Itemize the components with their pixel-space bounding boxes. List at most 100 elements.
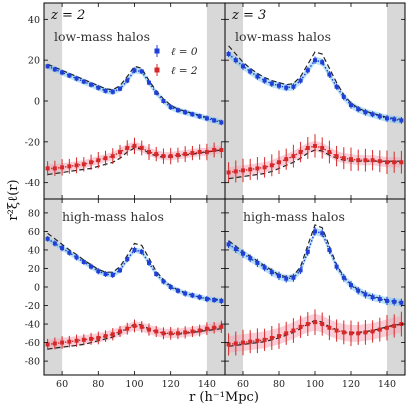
y-tick-label: 0 [34,283,40,294]
monopole-data-point [183,291,188,296]
quadrupole-data-point [219,324,224,329]
quadrupole-data-point [125,145,130,150]
monopole-data-point [269,81,274,86]
quadrupole-data-point [139,145,144,150]
quadrupole-data-point [327,325,332,330]
quadrupole-data-point [291,328,296,333]
quadrupole-data-point [118,329,123,334]
quadrupole-data-point [277,160,281,165]
monopole-data-point [356,288,361,293]
quadrupole-data-point [226,342,231,347]
x-tick-label: 80 [92,379,104,390]
quadrupole-data-point [341,156,346,161]
quadrupole-data-point [313,143,317,148]
monopole-data-point [103,272,108,277]
quadrupole-data-point [183,330,188,335]
y-tick-label: -40 [25,178,40,189]
quadrupole-data-point [212,325,217,330]
quadrupole-data-point [399,160,404,165]
monopole-data-point [197,295,202,300]
quadrupole-data-point [392,160,397,165]
quadrupole-data-point [248,339,253,344]
quadrupole-data-point [81,337,86,342]
monopole-data-point [132,247,137,252]
quadrupole-data-point [233,341,238,346]
panel-plot-area [225,3,405,199]
quadrupole-data-point [96,335,101,340]
monopole-data-point [161,99,166,103]
monopole-dotted-model [228,53,402,122]
quadrupole-data-point [45,342,50,347]
y-tick-label: 80 [28,208,40,219]
quadrupole-data-point [219,148,224,152]
quadrupole-data-point [103,156,108,161]
monopole-data-point [363,292,368,297]
monopole-data-point [118,86,123,91]
quadrupole-data-point [168,331,173,336]
panel-top-left: -40 -20 0 20 40 z = 2 low-mass halos ℓ = 0 ℓ = 2 [25,2,226,200]
quadrupole-data-point [146,150,151,155]
monopole-dashed-model [47,232,222,301]
monopole-data-point [190,293,195,298]
x-tick-label: 140 [378,379,396,390]
monopole-data-point [197,114,202,119]
quadrupole-data-point [204,150,209,155]
quadrupole-data-point [67,164,72,169]
monopole-data-point [277,273,281,278]
quadrupole-data-point [385,160,389,165]
quadrupole-data-point [197,150,202,155]
monopole-data-point [370,112,375,117]
x-tick-label: 120 [162,379,180,390]
monopole-data-point [132,68,137,73]
monopole-data-point [248,69,253,74]
monopole-data-point [168,285,173,289]
panel-frame [43,198,226,376]
quadrupole-data-point [103,334,108,339]
monopole-band [47,236,222,304]
panels-layer: -40 -20 0 20 40 z = 2 low-mass halos ℓ = 0 ℓ = 2… [25,2,406,390]
monopole-data-point [305,249,310,254]
legend-label: ℓ = 0 [171,46,198,58]
monopole-data-point [226,242,231,247]
monopole-data-point [226,52,231,57]
panel-halo-label: low-mass halos [54,29,150,44]
panel-bottom-left: -80 -60 -40 -20 0 20 40 60 80 60 80 100 120 140 high-m… [25,198,226,390]
quadrupole-data-point [305,145,310,150]
quadrupole-data-point [154,329,159,334]
monopole-data-point [125,257,130,262]
y-tick-label: -20 [25,301,40,312]
monopole-data-point [146,80,151,85]
monopole-data-point [168,105,173,110]
quadrupole-data-point [118,150,123,155]
monopole-data-point [45,64,50,69]
y-tick-label: 40 [28,15,40,26]
monopole-data-point [161,279,166,284]
monopole-data-point [262,265,267,270]
panel-plot-area [44,3,225,199]
quadrupole-data-point [298,324,303,329]
monopole-data-point [385,116,389,121]
monopole-data-point [204,116,209,121]
quadrupole-data-point [74,338,79,343]
monopole-data-point [52,67,57,72]
monopole-data-point [298,268,303,273]
quadrupole-data-point [154,152,159,157]
quadrupole-data-point [341,330,346,335]
x-tick-label: 100 [125,379,143,390]
monopole-data-point [118,268,123,273]
y-tick-label: 60 [28,227,40,238]
quadrupole-data-point [96,158,101,163]
quadrupole-data-point [125,326,130,331]
quadrupole-data-point [349,157,353,162]
quadrupole-data-point [190,151,195,156]
quadrupole-data-point [168,154,173,159]
quadrupole-data-point [284,157,289,162]
monopole-data-point [291,84,296,89]
quadrupole-data-point [190,329,195,334]
panel-bottom-right: 60 80 100 120 140 high-mass halos [224,198,406,390]
quadrupole-data-point [226,170,231,175]
monopole-data-point [190,112,195,117]
monopole-data-point [110,89,115,94]
quadrupole-data-point [60,340,65,345]
